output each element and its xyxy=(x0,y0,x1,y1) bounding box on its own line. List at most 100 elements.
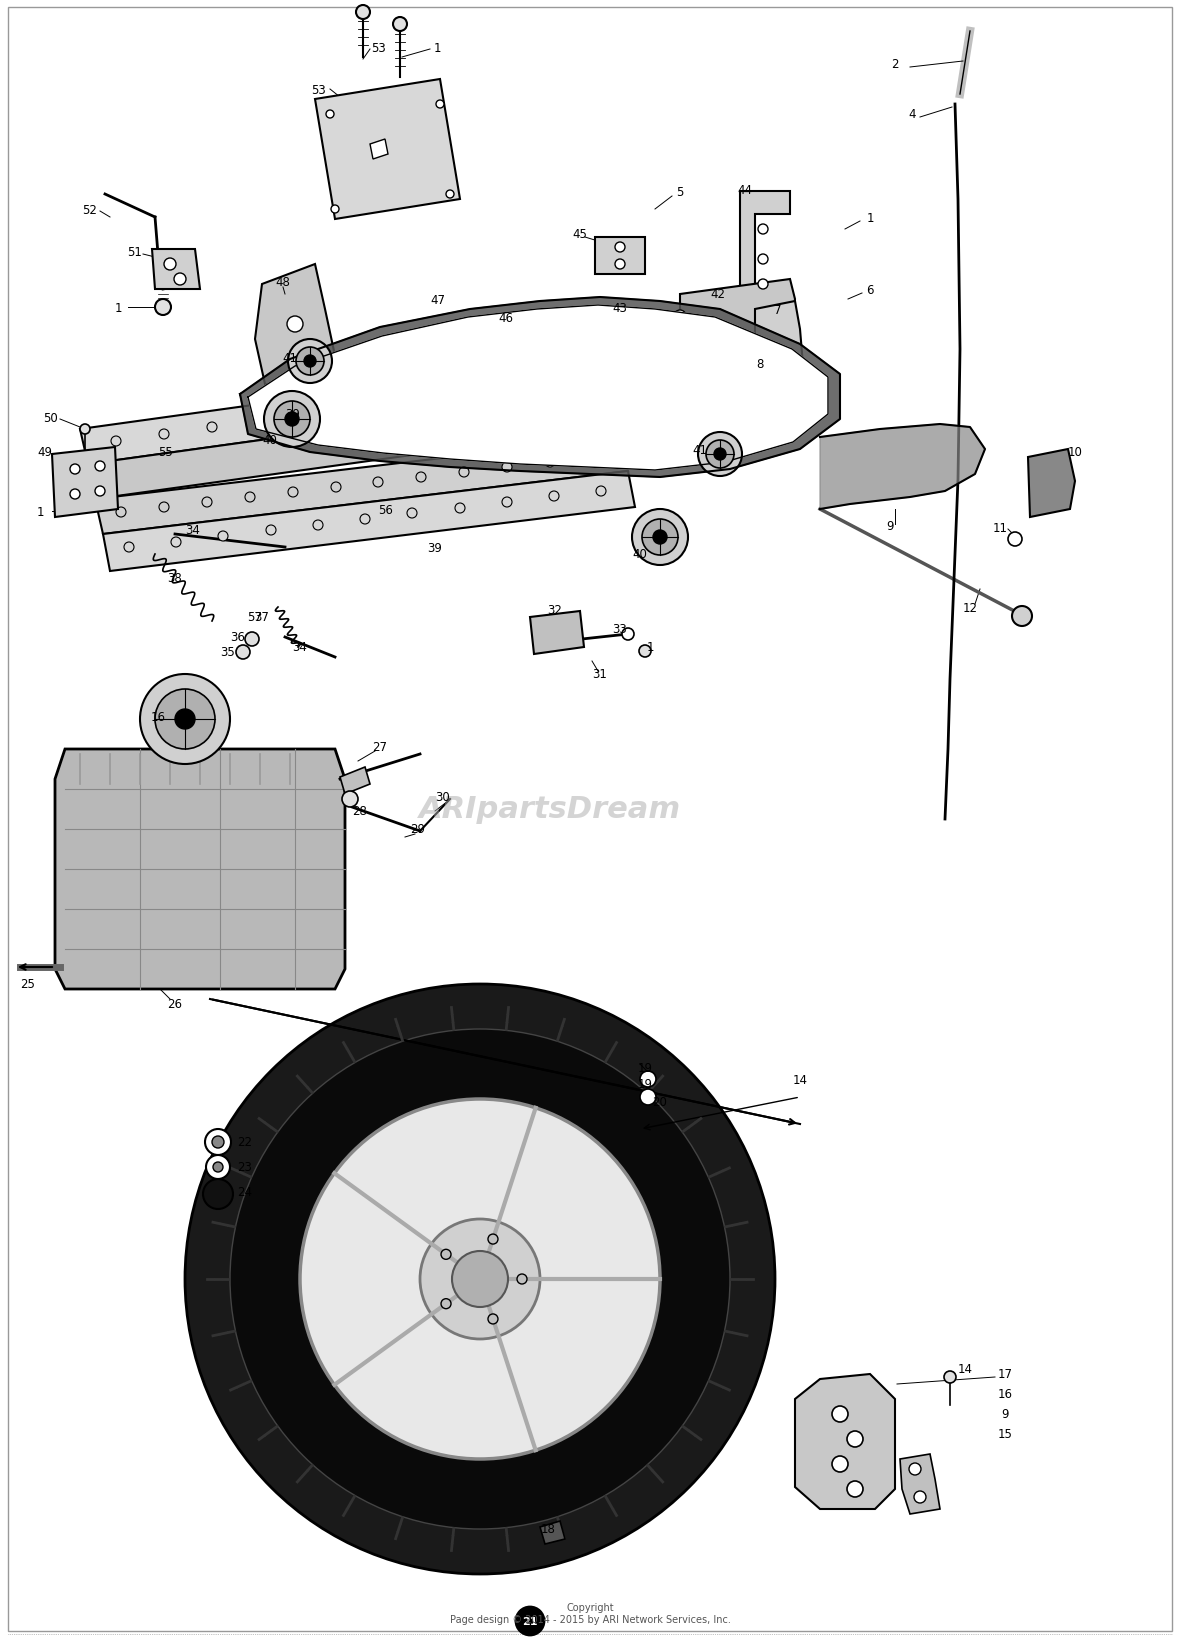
Circle shape xyxy=(185,985,775,1573)
Text: 26: 26 xyxy=(168,998,183,1011)
Polygon shape xyxy=(240,298,840,477)
Circle shape xyxy=(642,520,678,556)
Circle shape xyxy=(116,508,126,518)
Circle shape xyxy=(1008,533,1022,547)
Text: 46: 46 xyxy=(498,311,513,325)
Circle shape xyxy=(214,1162,223,1172)
Text: 17: 17 xyxy=(997,1367,1012,1380)
Circle shape xyxy=(304,356,316,367)
Circle shape xyxy=(832,1455,848,1472)
Circle shape xyxy=(615,261,625,270)
Circle shape xyxy=(111,436,122,447)
Text: 4: 4 xyxy=(909,108,916,121)
Circle shape xyxy=(230,1029,730,1529)
Circle shape xyxy=(205,1129,231,1155)
Polygon shape xyxy=(740,192,789,300)
Text: 33: 33 xyxy=(612,623,628,636)
Text: ARIpartsDream: ARIpartsDream xyxy=(419,795,681,824)
Circle shape xyxy=(159,429,169,439)
Text: 31: 31 xyxy=(592,669,608,682)
Circle shape xyxy=(286,413,299,426)
Text: 50: 50 xyxy=(42,411,58,425)
Text: 19: 19 xyxy=(637,1060,653,1074)
Circle shape xyxy=(607,316,618,328)
Text: 16: 16 xyxy=(997,1388,1012,1401)
Text: 45: 45 xyxy=(572,228,588,241)
Circle shape xyxy=(236,646,250,659)
Text: 23: 23 xyxy=(237,1160,253,1174)
Polygon shape xyxy=(540,1521,565,1544)
Polygon shape xyxy=(755,302,805,400)
Text: 7: 7 xyxy=(774,303,782,316)
Text: 5: 5 xyxy=(676,185,683,198)
Text: 2: 2 xyxy=(891,59,899,72)
Polygon shape xyxy=(248,306,828,470)
Circle shape xyxy=(288,339,332,384)
Circle shape xyxy=(356,7,371,20)
Circle shape xyxy=(173,274,186,285)
Polygon shape xyxy=(1028,449,1075,518)
Circle shape xyxy=(909,1464,922,1475)
Circle shape xyxy=(202,498,212,508)
Circle shape xyxy=(699,433,742,477)
Circle shape xyxy=(96,487,105,497)
Circle shape xyxy=(640,1090,656,1105)
Polygon shape xyxy=(315,80,460,220)
Circle shape xyxy=(455,503,465,513)
Text: 43: 43 xyxy=(612,302,628,315)
Circle shape xyxy=(459,467,468,477)
Circle shape xyxy=(441,1249,451,1259)
Circle shape xyxy=(452,1251,509,1308)
Text: 35: 35 xyxy=(221,646,235,659)
Circle shape xyxy=(70,465,80,475)
Circle shape xyxy=(847,1431,863,1447)
Text: 19: 19 xyxy=(637,1078,653,1092)
Text: 34: 34 xyxy=(293,641,308,654)
Circle shape xyxy=(287,316,303,333)
Text: 8: 8 xyxy=(756,359,763,372)
Circle shape xyxy=(373,477,384,488)
Text: 29: 29 xyxy=(411,823,426,836)
Text: 21: 21 xyxy=(523,1616,538,1626)
Text: 52: 52 xyxy=(83,203,98,216)
Text: 53: 53 xyxy=(310,84,326,97)
Circle shape xyxy=(164,259,176,270)
Circle shape xyxy=(70,490,80,500)
Circle shape xyxy=(212,1136,224,1149)
Circle shape xyxy=(159,503,169,513)
Text: 41: 41 xyxy=(282,351,297,364)
Polygon shape xyxy=(340,767,371,795)
Circle shape xyxy=(545,457,555,467)
Circle shape xyxy=(435,102,444,108)
Circle shape xyxy=(420,1219,540,1339)
Polygon shape xyxy=(96,438,628,534)
Text: 14: 14 xyxy=(957,1362,972,1375)
Text: 1: 1 xyxy=(866,211,873,225)
Circle shape xyxy=(124,543,135,552)
Circle shape xyxy=(944,1372,956,1383)
Circle shape xyxy=(549,492,559,502)
Circle shape xyxy=(155,300,171,316)
Text: 12: 12 xyxy=(963,602,977,615)
Text: 18: 18 xyxy=(540,1523,556,1536)
Circle shape xyxy=(350,403,361,413)
Text: 9: 9 xyxy=(886,520,893,533)
Circle shape xyxy=(218,531,228,541)
Polygon shape xyxy=(88,415,455,500)
Circle shape xyxy=(245,493,255,503)
Circle shape xyxy=(360,515,371,524)
Polygon shape xyxy=(820,425,985,510)
Circle shape xyxy=(776,421,793,438)
Circle shape xyxy=(296,347,325,375)
Text: 41: 41 xyxy=(693,443,708,456)
Circle shape xyxy=(342,792,358,808)
Circle shape xyxy=(441,1298,451,1310)
Text: 55: 55 xyxy=(158,446,172,459)
Text: 25: 25 xyxy=(20,978,35,992)
Circle shape xyxy=(622,629,634,641)
Text: 39: 39 xyxy=(427,541,442,554)
Circle shape xyxy=(517,1274,527,1285)
Circle shape xyxy=(674,311,686,323)
Circle shape xyxy=(171,538,181,547)
Text: 20: 20 xyxy=(653,1095,668,1108)
